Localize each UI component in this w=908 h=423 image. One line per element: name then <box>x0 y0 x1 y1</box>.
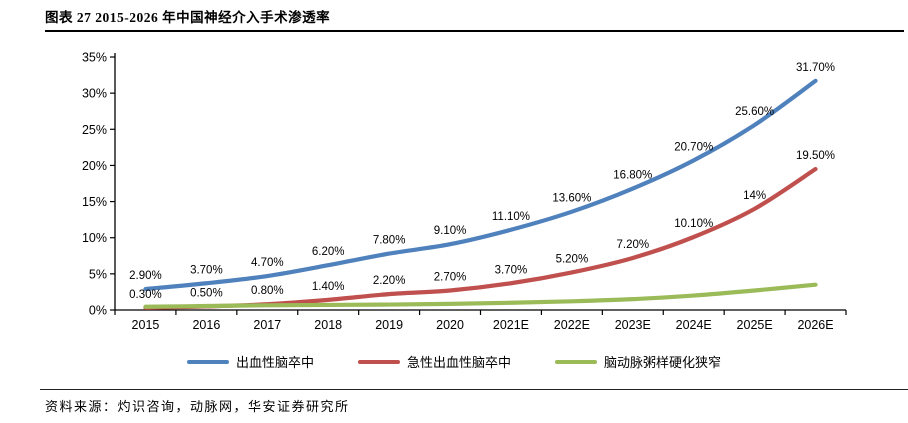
legend-swatch-acute-hemorrhagic-stroke <box>357 359 400 364</box>
data-label-hemorrhagic-stroke: 16.80% <box>613 170 652 182</box>
x-tick-label: 2021E <box>493 318 529 332</box>
data-label-acute-hemorrhagic-stroke: 3.70% <box>495 264 528 276</box>
y-tick-label: 15% <box>82 195 107 209</box>
data-label-acute-hemorrhagic-stroke: 2.20% <box>373 275 406 287</box>
data-label-hemorrhagic-stroke: 4.70% <box>251 257 284 269</box>
y-tick-label: 30% <box>82 87 107 101</box>
data-label-hemorrhagic-stroke: 3.70% <box>190 264 223 276</box>
legend-item-acute-hemorrhagic-stroke: 急性出血性脑卒中 <box>357 352 511 371</box>
data-label-hemorrhagic-stroke: 31.70% <box>796 62 835 74</box>
footer-divider <box>40 389 908 390</box>
data-label-acute-hemorrhagic-stroke: 10.10% <box>674 218 713 230</box>
data-label-hemorrhagic-stroke: 13.60% <box>552 193 591 205</box>
y-tick-label: 5% <box>89 267 107 281</box>
data-label-hemorrhagic-stroke: 11.10% <box>492 211 530 223</box>
data-label-acute-hemorrhagic-stroke: 2.70% <box>434 271 467 283</box>
x-tick-label: 2024E <box>676 318 712 332</box>
x-tick-label: 2020 <box>436 318 464 332</box>
chart-legend: 出血性脑卒中 急性出血性脑卒中 脑动脉粥样硬化狭窄 <box>0 352 908 371</box>
x-tick-label: 2022E <box>554 318 590 332</box>
x-tick-label: 2025E <box>737 318 773 332</box>
data-label-acute-hemorrhagic-stroke: 0.50% <box>190 287 223 299</box>
data-label-acute-hemorrhagic-stroke: 5.20% <box>556 253 589 265</box>
data-label-acute-hemorrhagic-stroke: 19.50% <box>796 150 835 162</box>
x-tick-label: 2019 <box>375 318 403 332</box>
source-note: 资料来源：灼识咨询，动脉网，华安证券研究所 <box>45 399 350 414</box>
data-label-acute-hemorrhagic-stroke: 0.30% <box>129 289 162 301</box>
data-label-hemorrhagic-stroke: 9.10% <box>434 225 467 237</box>
data-label-hemorrhagic-stroke: 20.70% <box>674 141 713 153</box>
legend-swatch-atherosclerotic-stenosis <box>555 359 597 364</box>
x-tick-label: 2016 <box>192 318 220 332</box>
data-label-hemorrhagic-stroke: 25.60% <box>735 106 774 118</box>
x-tick-label: 2026E <box>797 318 833 332</box>
legend-label: 出血性脑卒中 <box>235 355 314 370</box>
series-line-atherosclerotic-stenosis <box>143 282 818 309</box>
legend-item-atherosclerotic-stenosis: 脑动脉粥样硬化狭窄 <box>555 352 721 371</box>
series-line-hemorrhagic-stroke <box>143 78 818 292</box>
legend-swatch-hemorrhagic-stroke <box>186 359 229 364</box>
legend-item-hemorrhagic-stroke: 出血性脑卒中 <box>186 352 314 371</box>
y-tick-label: 10% <box>82 231 107 245</box>
data-label-acute-hemorrhagic-stroke: 0.80% <box>251 285 284 297</box>
x-tick-label: 2017 <box>253 318 281 332</box>
data-label-acute-hemorrhagic-stroke: 14% <box>743 190 766 202</box>
x-tick-label: 2015 <box>132 318 160 332</box>
data-label-acute-hemorrhagic-stroke: 1.40% <box>312 281 345 293</box>
x-tick-label: 2018 <box>314 318 342 332</box>
data-label-hemorrhagic-stroke: 2.90% <box>129 270 162 282</box>
y-tick-label: 35% <box>82 51 107 65</box>
legend-label: 急性出血性脑卒中 <box>406 355 511 370</box>
title-divider <box>45 30 904 32</box>
y-tick-label: 20% <box>82 159 107 173</box>
chart-canvas: 0% 5% 10% 15% 20% 25% 30% 35% 2015 2016 2017 2018 20… <box>82 51 847 332</box>
figure-title: 图表 27 2015-2026 年中国神经介入手术渗透率 <box>45 10 331 25</box>
data-label-hemorrhagic-stroke: 7.80% <box>373 235 406 247</box>
y-tick-label: 25% <box>82 123 107 137</box>
data-label-acute-hemorrhagic-stroke: 7.20% <box>616 239 649 251</box>
y-tick-label: 0% <box>89 304 107 318</box>
x-tick-label: 2023E <box>615 318 651 332</box>
data-label-hemorrhagic-stroke: 6.20% <box>312 246 345 258</box>
legend-label: 脑动脉粥样硬化狭窄 <box>604 355 722 370</box>
